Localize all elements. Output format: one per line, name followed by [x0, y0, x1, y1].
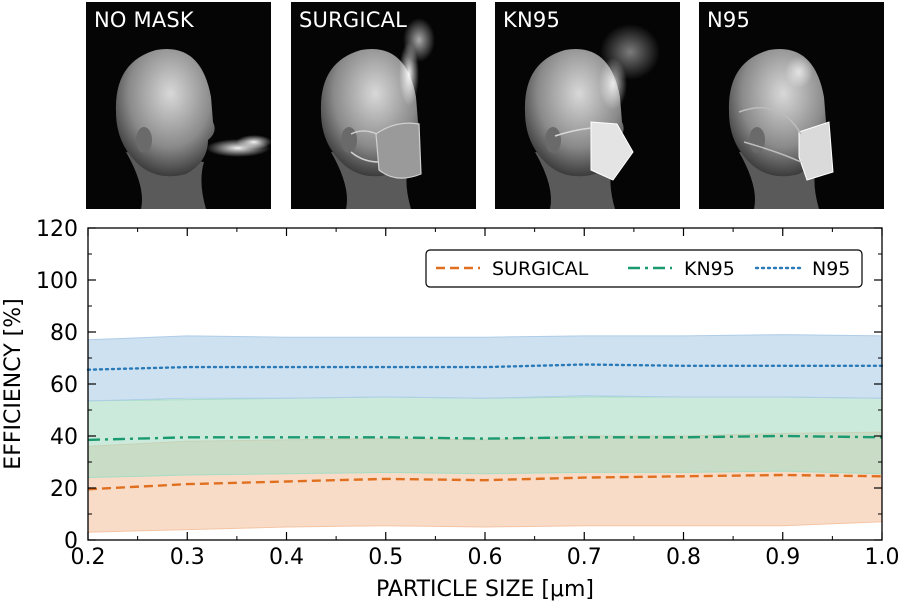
series-line-n95 [86, 363, 884, 371]
y-tick-label: 80 [50, 321, 78, 346]
x-tick-label: 0.5 [368, 545, 403, 570]
panel-label: NO MASK [94, 8, 194, 32]
x-axis-label: PARTICLE SIZE [μm] [376, 577, 594, 602]
panel-no-mask: NO MASK [86, 2, 271, 209]
y-tick-label: 120 [36, 217, 78, 242]
y-tick-label: 100 [36, 269, 78, 294]
mannequin-image [115, 48, 271, 209]
x-tick-label: 1.0 [865, 545, 900, 570]
leak-plume [600, 24, 660, 80]
legend: SURGICAL KN95 N95 [425, 249, 863, 288]
mask-strap [743, 141, 802, 163]
series-line-surgical [87, 473, 883, 491]
mannequin-ear [341, 127, 357, 153]
mask-strap [350, 130, 378, 135]
legend-label-kn95: KN95 [684, 258, 735, 280]
x-tick-label: 0.2 [71, 545, 106, 570]
x-tick-label: 0.7 [567, 545, 602, 570]
mannequin-image [524, 24, 660, 209]
panel-label: KN95 [503, 8, 561, 32]
y-tick-label: 20 [50, 477, 78, 502]
series-line-kn95 [87, 434, 883, 442]
efficiency-chart: 0.2 0.3 0.4 0.5 0.6 0.7 0.8 0.9 1.0 0 20 40 60 80 100 1… [1, 217, 900, 602]
legend-label-n95: N95 [812, 258, 850, 280]
mannequin-image [320, 18, 435, 209]
y-tick-label: 40 [50, 425, 78, 450]
panel-surgical: SURGICAL [291, 2, 476, 209]
y-axis-label: EFFICIENCY [%] [1, 298, 26, 469]
panel-n95: N95 [699, 2, 884, 209]
legend-label-surgical: SURGICAL [492, 258, 589, 280]
mannequin-ear [545, 127, 561, 153]
x-tick-label: 0.3 [170, 545, 205, 570]
leak-plume [403, 18, 435, 62]
mannequin-ear [136, 127, 152, 153]
x-tick-label: 0.4 [269, 545, 304, 570]
legend-box [425, 249, 863, 288]
panel-label: N95 [707, 8, 751, 32]
surgical-mask [375, 122, 422, 179]
y-tick-label: 0 [64, 529, 78, 554]
y-tick-label: 60 [50, 373, 78, 398]
panel-kn95: KN95 [495, 2, 680, 209]
mannequin-image [728, 48, 834, 209]
n95-mask [798, 121, 834, 181]
mannequin-ear [749, 127, 765, 153]
x-tick-label: 0.9 [765, 545, 800, 570]
kn95-mask [590, 121, 634, 181]
x-tick-label: 0.8 [666, 545, 701, 570]
leak-plume [785, 56, 813, 88]
x-tick-label: 0.6 [468, 545, 503, 570]
panel-label: SURGICAL [299, 8, 408, 32]
breath-plume [236, 135, 271, 149]
mask-strap [554, 127, 592, 137]
mask-strap [350, 151, 380, 163]
mask-strap [738, 107, 802, 135]
